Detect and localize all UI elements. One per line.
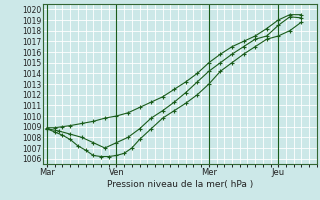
X-axis label: Pression niveau de la mer( hPa ): Pression niveau de la mer( hPa ) [107,180,253,189]
